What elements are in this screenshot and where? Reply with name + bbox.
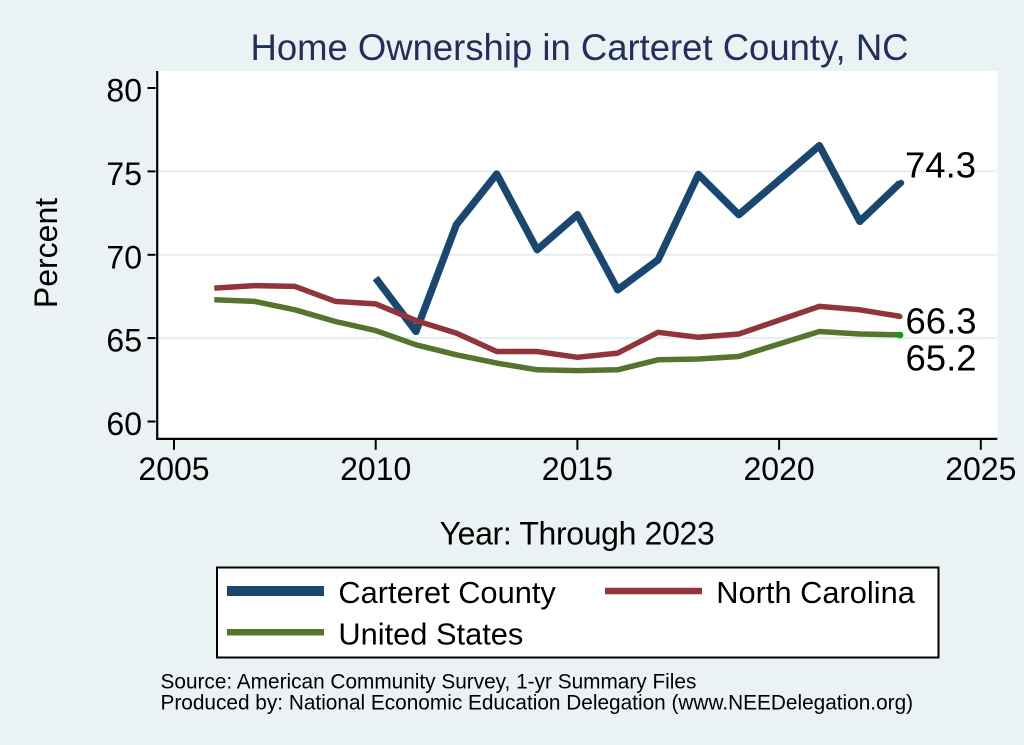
- svg-text:Home Ownership in Carteret Cou: Home Ownership in Carteret County, NC: [251, 26, 909, 68]
- svg-text:65.2: 65.2: [906, 337, 977, 378]
- svg-text:Percent: Percent: [28, 198, 64, 308]
- svg-text:2010: 2010: [340, 451, 411, 487]
- svg-text:2020: 2020: [744, 451, 815, 487]
- svg-text:Carteret County: Carteret County: [338, 575, 556, 610]
- svg-text:Year: Through 2023: Year: Through 2023: [440, 515, 715, 551]
- svg-text:70: 70: [106, 239, 142, 275]
- svg-text:74.3: 74.3: [905, 145, 976, 186]
- svg-text:60: 60: [106, 406, 142, 442]
- svg-text:2015: 2015: [542, 451, 613, 487]
- svg-text:65: 65: [106, 323, 142, 359]
- svg-text:North Carolina: North Carolina: [716, 575, 915, 610]
- svg-text:2025: 2025: [945, 451, 1016, 487]
- svg-text:United States: United States: [338, 617, 523, 652]
- svg-text:2005: 2005: [138, 451, 209, 487]
- svg-text:Source: American Community Sur: Source: American Community Survey, 1-yr …: [161, 671, 697, 694]
- svg-text:80: 80: [106, 73, 142, 109]
- svg-text:75: 75: [106, 156, 142, 192]
- svg-text:66.3: 66.3: [906, 301, 977, 342]
- svg-text:Produced by: National Economic: Produced by: National Economic Education…: [161, 692, 914, 715]
